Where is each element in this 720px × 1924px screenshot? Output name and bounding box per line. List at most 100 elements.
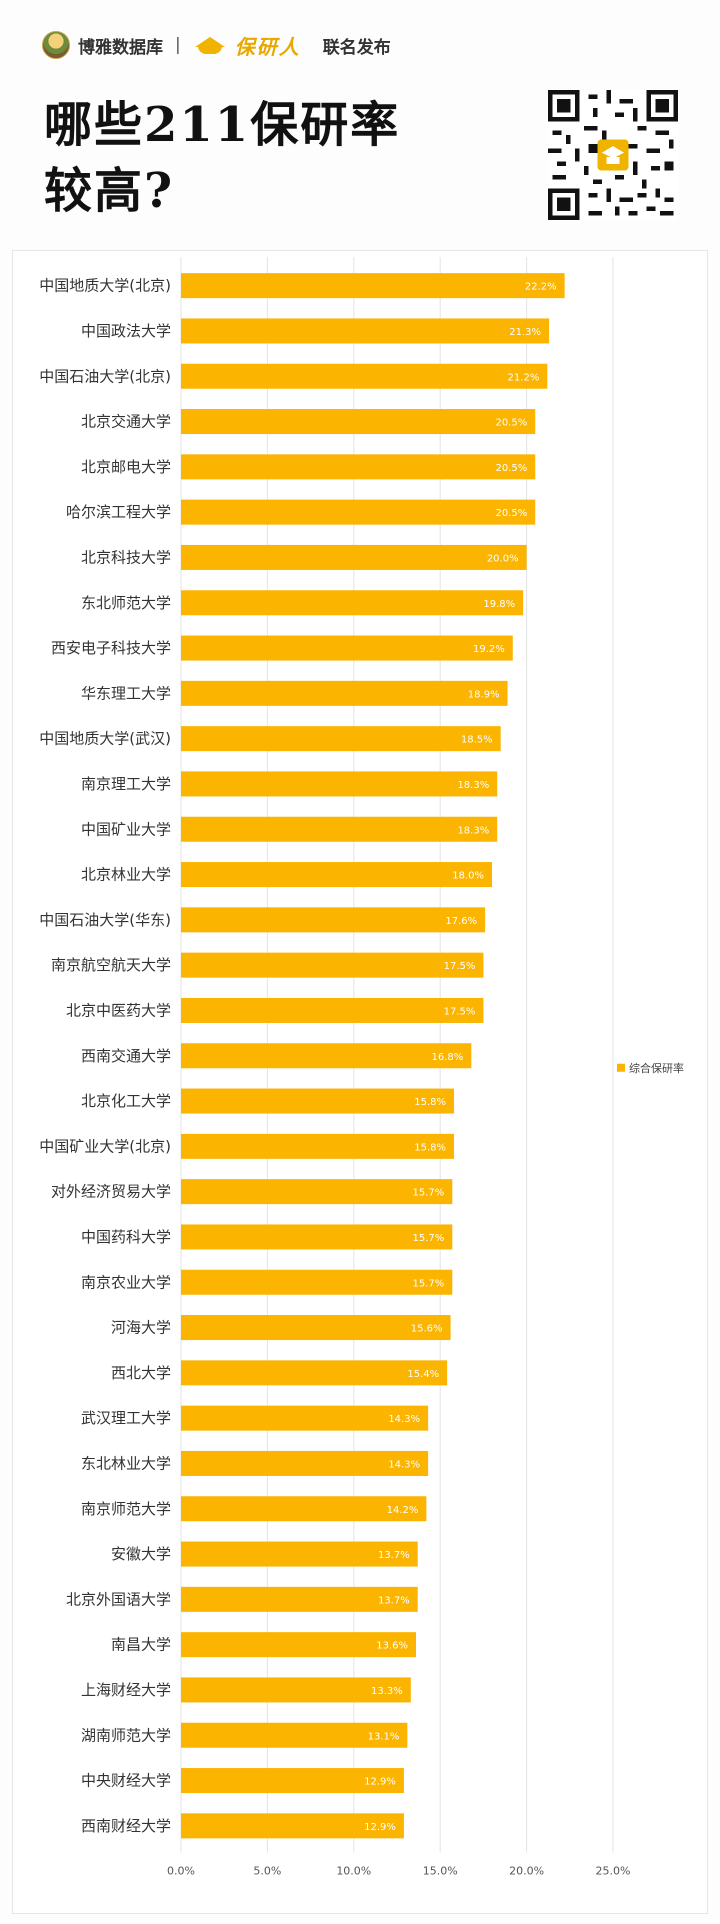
category-label: 西南交通大学 (81, 1047, 171, 1065)
data-label: 13.7% (378, 1550, 410, 1561)
category-label: 中国石油大学(华东) (39, 911, 171, 929)
data-label: 15.7% (413, 1278, 445, 1289)
category-label: 北京化工大学 (81, 1092, 171, 1110)
bar (181, 1632, 417, 1658)
data-label: 21.3% (509, 327, 541, 338)
bar (181, 952, 484, 978)
bar (181, 1768, 404, 1794)
x-tick-label: 0.0% (167, 1865, 195, 1878)
data-label: 17.6% (445, 916, 477, 927)
bar (181, 1586, 418, 1612)
bar (181, 1043, 472, 1069)
bar-chart: 0.0% 5.0% 10.0% 15.0% 20.0% 25.0% 中国地质大学(北京) 22… (39, 257, 684, 1878)
bar (181, 499, 536, 525)
bar (181, 816, 498, 842)
category-label: 东北师范大学 (81, 594, 171, 612)
data-label: 20.5% (495, 463, 527, 474)
bar (181, 273, 565, 299)
qr-code-icon (548, 90, 678, 220)
bar (181, 726, 501, 752)
data-label: 18.9% (468, 689, 500, 700)
data-label: 19.2% (473, 644, 505, 655)
bar (181, 1722, 408, 1748)
bar (181, 1541, 418, 1567)
category-label: 北京中医药大学 (66, 1001, 171, 1019)
data-label: 18.0% (452, 871, 484, 882)
bar (181, 997, 484, 1023)
bar (181, 1179, 453, 1205)
category-label: 湖南师范大学 (81, 1726, 171, 1744)
data-label: 20.5% (495, 418, 527, 429)
category-label: 中国药科大学 (81, 1228, 171, 1246)
data-label: 14.3% (388, 1414, 420, 1425)
bar (181, 1315, 451, 1341)
category-label: 华东理工大学 (81, 684, 171, 702)
data-label: 14.3% (388, 1459, 420, 1470)
brand-separator: | (175, 35, 181, 55)
bar (181, 363, 548, 389)
category-label: 西北大学 (111, 1364, 171, 1382)
bar (181, 1813, 404, 1839)
category-label: 哈尔滨工程大学 (66, 503, 171, 521)
category-label: 北京外国语大学 (66, 1590, 171, 1608)
x-tick-label: 20.0% (509, 1865, 544, 1878)
data-label: 18.3% (457, 825, 489, 836)
category-label: 对外经济贸易大学 (51, 1183, 171, 1201)
data-label: 13.7% (378, 1595, 410, 1606)
category-label: 南京师范大学 (81, 1500, 171, 1518)
data-label: 17.5% (444, 1006, 476, 1017)
category-label: 南京农业大学 (81, 1273, 171, 1291)
data-label: 14.2% (387, 1505, 419, 1516)
page-title-line2: 较高? (44, 163, 175, 219)
category-label: 中国矿业大学 (81, 820, 171, 838)
data-label: 13.1% (368, 1731, 400, 1742)
category-label: 北京交通大学 (81, 413, 171, 431)
brand-partner: 保研人 (234, 34, 301, 59)
page-title-line1: 哪些211保研率 (44, 97, 401, 153)
bar (181, 1677, 411, 1703)
bar (181, 409, 536, 435)
bar (181, 454, 536, 480)
data-label: 12.9% (364, 1822, 396, 1833)
data-label: 20.5% (495, 508, 527, 519)
bar (181, 590, 524, 616)
category-label: 中国地质大学(武汉) (39, 730, 171, 748)
category-label: 中国石油大学(北京) (39, 367, 171, 385)
data-label: 15.8% (414, 1097, 446, 1108)
bar (181, 680, 508, 706)
category-label: 南昌大学 (111, 1636, 171, 1654)
boya-logo-icon (42, 31, 70, 59)
data-label: 13.6% (376, 1641, 408, 1652)
legend-swatch (617, 1063, 625, 1072)
category-label: 河海大学 (111, 1319, 171, 1337)
bar (181, 1269, 453, 1295)
category-label: 西安电子科技大学 (51, 639, 171, 657)
data-label: 22.2% (525, 282, 557, 293)
data-label: 16.8% (432, 1052, 464, 1063)
page-title: 哪些211保研率 较高? (44, 92, 464, 224)
category-label: 上海财经大学 (81, 1681, 171, 1699)
data-label: 15.6% (411, 1324, 443, 1335)
legend-label: 综合保研率 (629, 1061, 684, 1075)
category-label: 中国地质大学(北京) (39, 277, 171, 295)
category-label: 安徽大学 (111, 1545, 171, 1563)
category-label: 东北林业大学 (81, 1454, 171, 1472)
bar (181, 318, 550, 344)
category-label: 南京理工大学 (81, 775, 171, 793)
brand-name: 博雅数据库 (78, 37, 163, 58)
bar (181, 907, 486, 933)
data-label: 12.9% (364, 1777, 396, 1788)
data-label: 15.4% (407, 1369, 439, 1380)
x-tick-label: 25.0% (596, 1865, 631, 1878)
data-label: 17.5% (444, 961, 476, 972)
bar (181, 635, 513, 661)
bar (181, 1224, 453, 1250)
x-tick-label: 5.0% (253, 1865, 281, 1878)
category-label: 北京邮电大学 (81, 458, 171, 476)
x-tick-label: 10.0% (336, 1865, 371, 1878)
category-label: 中国政法大学 (81, 322, 171, 340)
bar (181, 1405, 429, 1431)
category-label: 武汉理工大学 (81, 1409, 171, 1427)
category-label: 北京林业大学 (81, 866, 171, 884)
header: 博雅数据库 | 保研人 联名发布 哪些211保研率 较高? (0, 0, 720, 245)
